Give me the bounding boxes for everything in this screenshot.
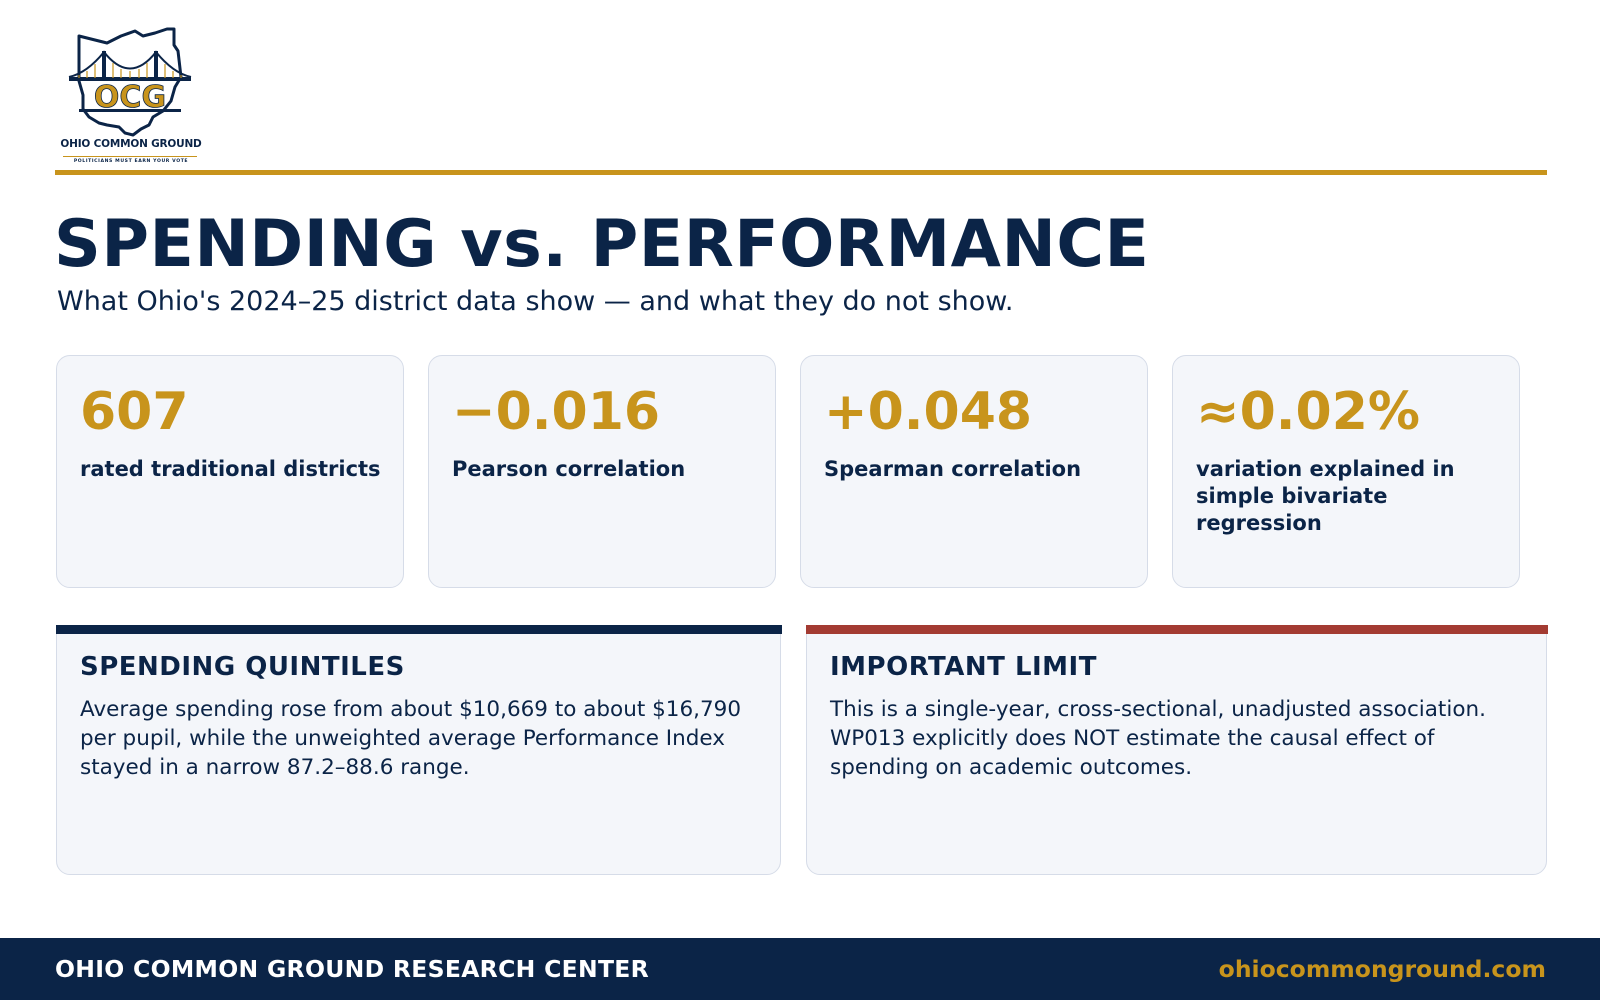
stat-label: Pearson correlation xyxy=(452,457,686,481)
stat-value: 607 xyxy=(80,382,189,442)
logo-tagline: POLITICIANS MUST EARN YOUR VOTE xyxy=(73,159,189,164)
ohio-bridge-emblem-icon: OCG xyxy=(68,27,192,137)
stat-card-spearman: +0.048 Spearman correlation xyxy=(800,355,1148,588)
stat-value: +0.048 xyxy=(824,382,1033,442)
panel-title: IMPORTANT LIMIT xyxy=(830,652,1097,682)
page-title: SPENDING vs. PERFORMANCE xyxy=(54,207,1150,282)
logo-abbrev: OCG xyxy=(94,80,166,115)
panel-body: This is a single-year, cross-sectional, … xyxy=(830,697,1486,780)
panel-body: Average spending rose from about $10,669… xyxy=(80,697,742,780)
header-divider xyxy=(55,170,1547,175)
page-subtitle: What Ohio's 2024–25 district data show —… xyxy=(57,286,1014,317)
stat-card-variation: ≈0.02% variation explained in simple biv… xyxy=(1172,355,1520,588)
footer: OHIO COMMON GROUND RESEARCH CENTER ohioc… xyxy=(0,938,1600,1000)
panel-spending-quintiles: SPENDING QUINTILES Average spending rose… xyxy=(55,624,782,875)
footer-url[interactable]: ohiocommonground.com xyxy=(1218,955,1546,983)
logo-name: OHIO COMMON GROUND xyxy=(60,138,202,150)
panel-title: SPENDING QUINTILES xyxy=(80,652,405,682)
logo-divider xyxy=(63,156,197,157)
panel-important-limit: IMPORTANT LIMIT This is a single-year, c… xyxy=(805,624,1548,875)
ocg-logo: OCG OHIO COMMON GROUND POLITICIANS MUST … xyxy=(57,25,205,171)
stat-value: ≈0.02% xyxy=(1196,382,1420,442)
stat-label: Spearman correlation xyxy=(824,457,1082,481)
panel-accent-bar xyxy=(805,624,1548,634)
stat-label: variation explained in simple bivariate … xyxy=(1196,457,1455,535)
panel-accent-bar xyxy=(55,624,782,634)
stat-label: rated traditional districts xyxy=(80,457,381,481)
stat-card-districts: 607 rated traditional districts xyxy=(56,355,404,588)
footer-org: OHIO COMMON GROUND RESEARCH CENTER xyxy=(55,955,650,983)
stat-card-pearson: −0.016 Pearson correlation xyxy=(428,355,776,588)
stat-value: −0.016 xyxy=(452,382,661,442)
